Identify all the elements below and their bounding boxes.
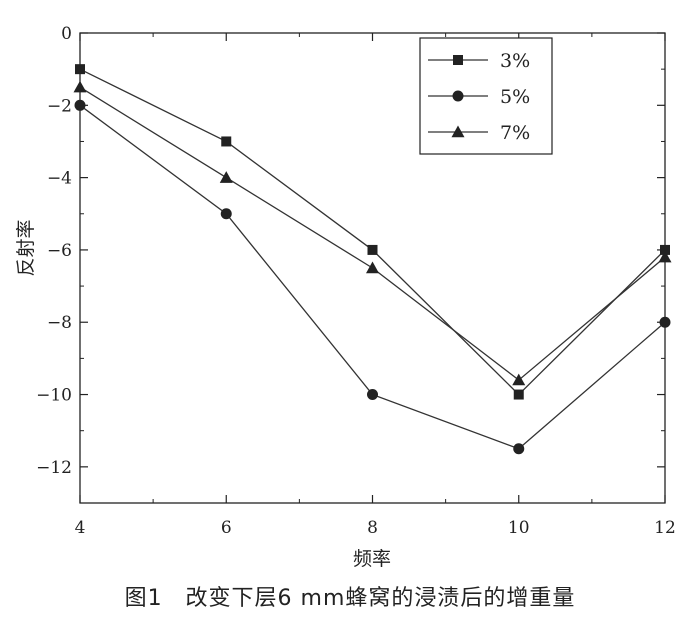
- data-point-circle: [220, 208, 232, 220]
- y-tick-label: −12: [36, 458, 72, 478]
- y-tick-label: −2: [47, 96, 72, 116]
- x-tick-label: 8: [367, 518, 378, 538]
- data-point-circle: [367, 389, 378, 401]
- data-point-circle: [513, 443, 525, 455]
- data-point-triangle: [512, 373, 526, 386]
- data-point-triangle: [658, 250, 672, 263]
- x-axis-title: 频率: [353, 548, 391, 570]
- x-tick-label: 4: [75, 518, 86, 538]
- data-point-square: [660, 244, 670, 255]
- legend-label-triangle: 7%: [500, 122, 530, 144]
- legend-label-circle: 5%: [500, 86, 530, 108]
- data-point-circle: [659, 316, 671, 328]
- data-point-triangle: [73, 80, 87, 93]
- y-tick-label: 0: [61, 24, 72, 44]
- x-tick-label: 10: [508, 518, 530, 538]
- legend-marker-circle: [452, 90, 464, 102]
- x-tick-label: 6: [221, 518, 232, 538]
- y-tick-label: −4: [47, 169, 72, 189]
- legend-marker-square: [453, 55, 463, 65]
- series-line-square: [79, 68, 666, 396]
- data-point-square: [513, 389, 524, 400]
- data-point-circle: [74, 99, 86, 111]
- y-tick-label: −8: [47, 313, 72, 333]
- data-point-triangle: [366, 261, 379, 274]
- figure-caption: 图1 改变下层6 mm蜂窝的浸渍后的增重量: [124, 586, 576, 611]
- data-point-square: [75, 64, 85, 75]
- x-tick-label: 12: [654, 518, 676, 538]
- legend-label-square: 3%: [500, 50, 530, 72]
- legend-marker-triangle: [451, 125, 465, 138]
- data-point-square: [221, 136, 232, 147]
- line-chart: 4 6 8 10 12 0 −2 −4 −6 −8 −10 −12 3% 5% 7% 反射率 频率: [15, 24, 676, 570]
- data-point-triangle: [219, 171, 233, 183]
- data-point-square: [367, 244, 378, 255]
- y-tick-label: −10: [36, 386, 72, 406]
- y-tick-label: −6: [47, 241, 72, 261]
- y-axis-title: 反射率: [15, 219, 37, 276]
